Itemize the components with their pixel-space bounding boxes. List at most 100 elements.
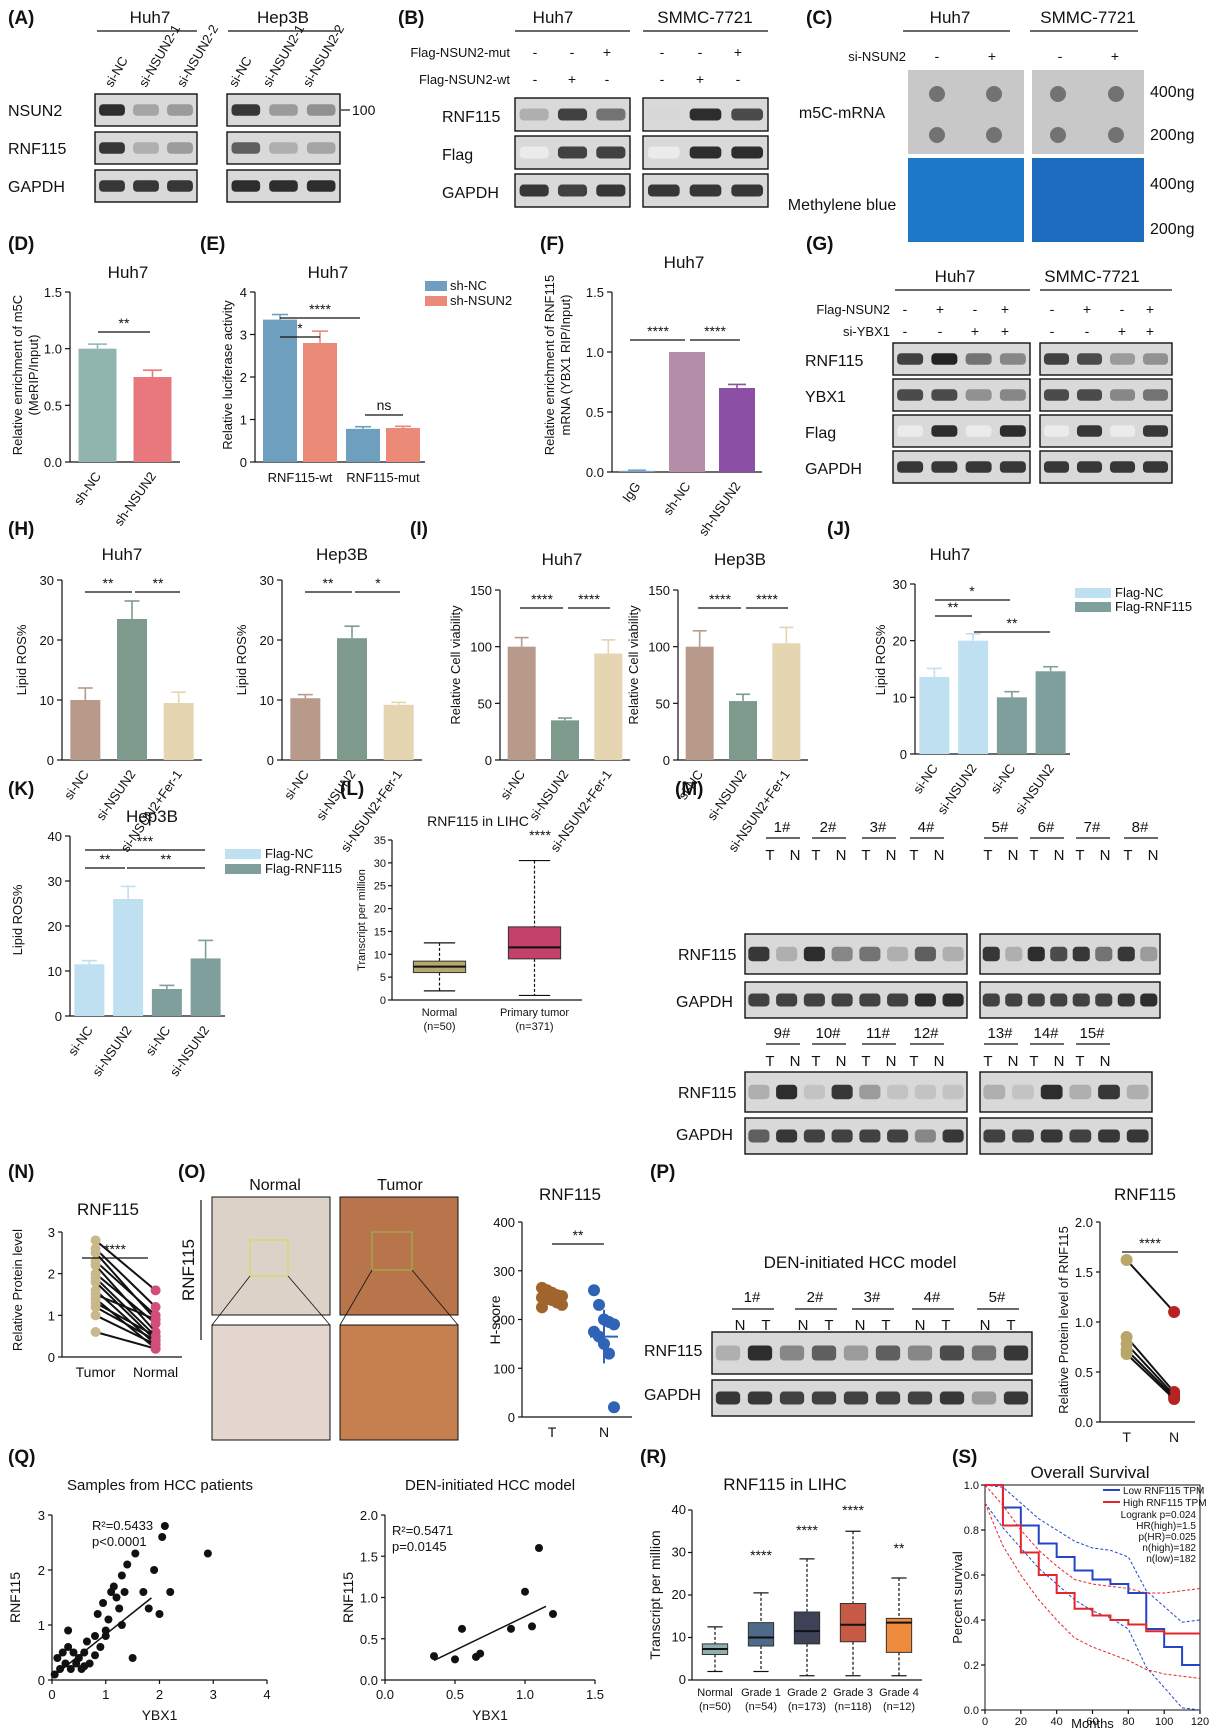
panel-P-ytick-label: 0.0 [1075,1415,1093,1430]
panel-G-blot-band [999,461,1026,473]
panel-M-blot-group [744,1071,968,1113]
panel-O-point [608,1401,620,1414]
panel-Q-left-point [93,1610,102,1618]
panel-M-bottom-lane-letter: N [836,1053,847,1070]
panel-P-lane-letter: T [881,1317,890,1334]
panel-F-ylabel: Relative enrichment of RNF115 [542,275,557,455]
panel-N-point-b [150,1343,161,1354]
panel-S-xtick-label: 60 [1086,1716,1098,1728]
panel-A-blot-band [231,180,261,192]
panel-P-ytick-label: 2.0 [1075,1215,1093,1230]
panel-R-xtick-label: Grade 4 [879,1687,919,1699]
panel-B-condition-label: Flag-NSUN2-wt [419,72,510,87]
panel-Q-left-point [144,1604,153,1613]
panel-I-sig: **** [531,591,553,607]
panel-Q-right-ytick-label: 0.5 [360,1632,378,1647]
panel-C-amount-label: 200ng [1150,221,1195,238]
panel-P-ytick-label: 0.5 [1075,1365,1093,1380]
panel-O-sig: ** [573,1227,584,1243]
panel-Q-right-point [549,1610,557,1618]
panel-S-ytick-label: 1.0 [964,1480,979,1492]
panel-O-point [556,1298,568,1311]
panel-M-blot-band [1072,946,1090,962]
panel-Q-left-point [109,1582,118,1591]
panel-I-title: Huh7 [542,550,583,569]
panel-K-ytick-label: 0 [55,1009,62,1024]
panel-G-sign: - [938,323,943,339]
panel-S-letter: (S) [952,1447,977,1468]
panel-H-sig: ** [153,575,164,591]
panel-H-bar [117,619,147,760]
panel-M-blot-band [1012,1129,1034,1143]
panel-F-letter: (F) [540,234,564,255]
panel-D-xtick-label: sh-NC [71,469,104,508]
panel-M-blot-band [942,1084,964,1100]
panel-A-blot-band [99,142,125,154]
panel-H-bar [290,698,321,760]
panel-G-sign: + [971,323,979,339]
panel-M-blot-band [983,1129,1006,1143]
panel-M-bottom-lane-letter: T [811,1053,820,1070]
panel-M-blot-band [776,946,798,962]
panel-P-blot-band [875,1345,901,1361]
panel-C-dot [929,127,945,143]
panel-M-top-lane-letter: T [909,847,918,864]
panel-B-blot-band [596,146,626,159]
panel-G-blot-band [1043,353,1070,365]
panel-G-sign: - [903,323,908,339]
panel-P-blot-band [1003,1345,1029,1361]
panel-P-sample-label: 5# [989,1289,1006,1306]
panel-G-blot-band [897,461,924,473]
panel-G-blot-band [999,425,1026,437]
panel-O-point [608,1318,620,1331]
panel-G-blot-band [931,425,958,437]
panel-J-letter: (J) [827,519,850,540]
panel-M-bottom-lane-letter: T [983,1053,992,1070]
panel-D-letter: (D) [8,234,34,255]
panel-J-xtick-label: si-NC [910,761,941,796]
panel-F-ytick-label: 0.0 [586,465,604,480]
panel-S-ytick-label: 0.2 [964,1660,979,1672]
panel-M-blot-band [914,993,936,1007]
panel-G-blot-band [1109,389,1136,401]
panel-M-blot-band [748,993,770,1007]
panel-P-ytick-label: 1.0 [1075,1315,1093,1330]
panel-A-lane-label: si-NC [102,54,131,90]
panel-O-zoom-line [211,1275,251,1326]
panel-M-blot-band [803,1129,825,1143]
panel-G-blot-band [965,461,992,473]
panel-G-sign: + [1118,323,1126,339]
panel-L-ylabel: Transcript per million [356,869,368,971]
panel-G-condition-label: si-YBX1 [843,324,890,339]
panel-A-marker: 100 [352,102,376,118]
panel-N-point-a [90,1260,101,1271]
panel-M-blot-band [831,993,853,1007]
panel-J-sig: * [969,583,975,599]
panel-M-blot-band [1140,946,1158,962]
panel-G-blot-band [1109,425,1136,437]
panel-C-methylene [908,158,1024,242]
panel-M-blot-band [983,1084,1006,1100]
panel-I-ytick-label: 0 [663,753,670,768]
panel-H-ytick-label: 0 [47,753,54,768]
panel-A-blot-band [99,104,125,116]
panel-M-top-lane-letter: N [790,847,801,864]
panel-N-letter: (N) [8,1162,34,1183]
panel-G-sign: + [936,301,944,317]
panel-Q-left-point [160,1522,169,1530]
panel-M-bottom-lane-letter: N [1054,1053,1065,1070]
panel-G-blot-group [1039,342,1173,376]
panel-J-bar [958,640,989,754]
panel-E-bar [263,319,297,462]
panel-L-ytick-label: 10 [374,949,386,961]
panel-O-point [593,1298,605,1311]
panel-Q-left-point [56,1665,65,1673]
panel-E-legend-swatch [425,296,447,306]
panel-P-title: RNF115 [1114,1185,1176,1204]
panel-D-ytick-label: 0.5 [44,398,62,413]
panel-B-sign: + [603,44,611,60]
panel-O-ihc-tumor [339,1196,459,1316]
panel-M-blot-group [979,1117,1153,1155]
panel-B-blot-band [596,108,626,121]
